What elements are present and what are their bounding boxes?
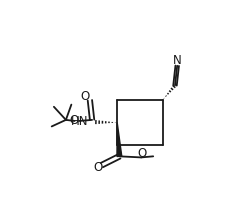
Text: O: O: [80, 90, 89, 103]
Text: HN: HN: [71, 115, 88, 128]
Text: N: N: [172, 54, 181, 67]
Text: O: O: [93, 161, 102, 174]
Text: O: O: [69, 114, 78, 127]
Polygon shape: [117, 122, 121, 156]
Text: O: O: [136, 147, 146, 160]
